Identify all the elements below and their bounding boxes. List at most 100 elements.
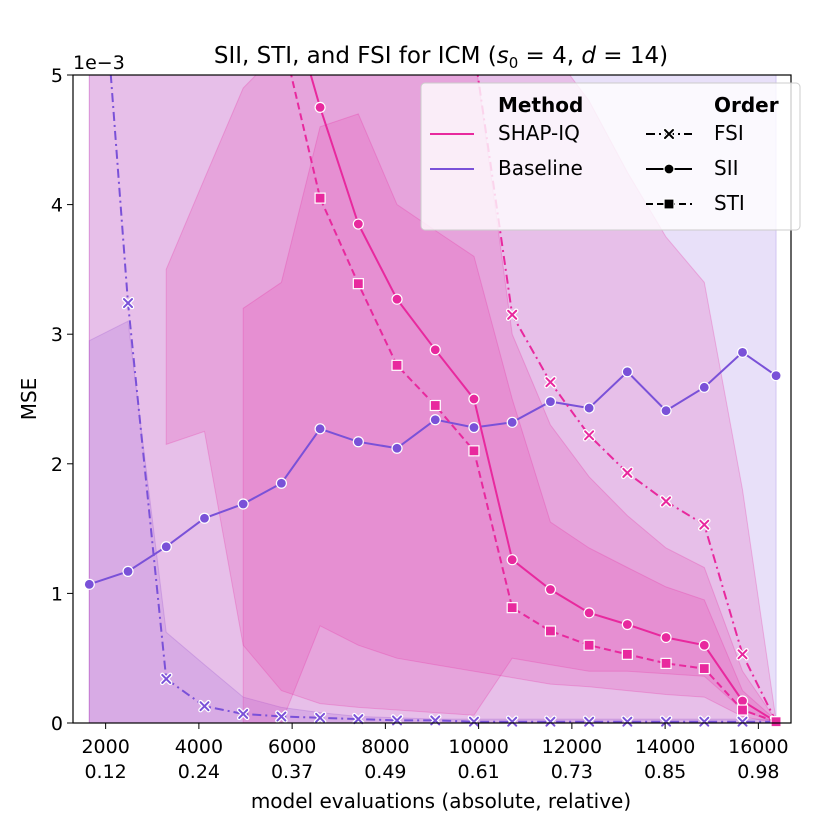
point-fsi-16	[699, 716, 710, 727]
point-fsi-5	[661, 496, 672, 507]
point-sii-7	[352, 436, 364, 448]
point-sii-4	[429, 344, 441, 356]
point-sti-5	[468, 445, 480, 457]
point-fsi-1	[123, 298, 134, 309]
point-fsi-12	[545, 716, 556, 727]
point-sii-11	[506, 416, 518, 428]
band-0	[88, 320, 777, 723]
x-tick-rel-label-2: 0.37	[271, 761, 313, 783]
y-tick-label-2: 2	[51, 454, 63, 476]
point-sii-3	[198, 512, 211, 524]
point-sti-4	[429, 399, 441, 412]
x-tick-label-0: 2000	[81, 736, 129, 758]
point-fsi-3	[584, 430, 595, 441]
y-tick-label-5: 5	[51, 65, 63, 87]
point-sti-10	[660, 657, 672, 669]
legend-order-header: Order	[714, 93, 779, 117]
point-sti-1	[314, 192, 326, 204]
point-sii-5	[275, 477, 288, 489]
band-2	[88, 75, 777, 723]
series-markers	[83, 101, 783, 728]
point-sii-2	[352, 218, 364, 230]
point-sii-15	[660, 405, 672, 417]
x-tick-label-4: 10000	[448, 736, 508, 758]
point-fsi-17	[737, 716, 748, 727]
point-sii-17	[736, 346, 749, 358]
x-tick-rel-label-3: 0.49	[364, 761, 406, 783]
y-tick-label-4: 4	[51, 195, 63, 217]
point-sti-11	[698, 662, 710, 675]
point-sti-8	[583, 639, 595, 651]
point-sii-6	[506, 554, 518, 566]
point-sii-2	[160, 541, 172, 553]
point-sii-6	[314, 423, 326, 435]
legend-order-marker-1	[663, 163, 675, 175]
legend-order-label-1: SII	[714, 156, 739, 180]
x-tick-rel-label-7: 0.98	[737, 761, 779, 783]
legend-box	[420, 82, 801, 231]
x-tick-rel-label-6: 0.85	[644, 761, 686, 783]
point-sii-1	[122, 565, 134, 577]
point-fsi-13	[584, 716, 595, 727]
point-sii-0	[83, 578, 95, 590]
point-sii-14	[621, 366, 633, 378]
x-tick-label-5: 12000	[542, 736, 602, 758]
band-1	[88, 75, 777, 723]
point-sti-6	[506, 602, 518, 614]
point-sii-18	[770, 370, 782, 382]
point-sii-1	[314, 101, 326, 114]
point-sii-3	[391, 293, 403, 305]
legend-method-header: Method	[498, 93, 583, 117]
chart-title: SII, STI, and FSI for ICM (s0 = 4, d = 1…	[214, 43, 668, 72]
y-tick-label-0: 0	[51, 713, 63, 735]
line-shapiq-fsi	[476, 75, 777, 723]
point-sii-10	[660, 631, 672, 644]
point-sii-8	[583, 607, 595, 619]
x-tick-rel-label-4: 0.61	[457, 761, 499, 783]
point-fsi-10	[468, 716, 479, 727]
line-shapiq-sii	[309, 75, 777, 723]
point-sti-2	[352, 278, 364, 290]
point-sti-9	[621, 648, 633, 660]
point-sti-3	[391, 359, 403, 371]
point-sti-7	[544, 625, 557, 637]
x-ticks: 2000 0.12 4000 0.24 6000 0.37 8000 0.49 10000 0.6…	[81, 723, 789, 783]
point-fsi-2	[545, 377, 556, 388]
point-fsi-7	[737, 649, 748, 660]
legend-method-label-0: SHAP-IQ	[498, 121, 580, 145]
point-sii-4	[237, 498, 249, 510]
legend-order-label-2: STI	[714, 191, 745, 215]
x-tick-label-3: 8000	[361, 736, 409, 758]
point-fsi-1	[507, 309, 518, 320]
x-tick-label-1: 4000	[175, 736, 223, 758]
point-sii-9	[429, 414, 441, 426]
y-tick-label-1: 1	[51, 583, 63, 605]
x-tick-rel-label-1: 0.24	[178, 761, 220, 783]
legend-order-marker-0	[664, 129, 674, 139]
point-fsi-4	[622, 467, 633, 478]
point-sii-10	[468, 421, 480, 434]
point-fsi-4	[238, 708, 249, 719]
point-fsi-14	[622, 716, 633, 727]
legend: Method Order SHAP-IQ Baseline FSI SII STI	[420, 82, 801, 231]
point-sii-11	[698, 639, 710, 651]
point-sii-7	[544, 583, 557, 596]
legend-order-marker-2	[663, 198, 675, 210]
x-tick-label-7: 16000	[728, 736, 788, 758]
point-fsi-7	[353, 714, 364, 725]
point-fsi-3	[199, 701, 210, 712]
point-fsi-15	[661, 716, 672, 727]
point-sii-8	[391, 442, 403, 454]
x-tick-rel-label-5: 0.73	[551, 761, 593, 783]
point-sii-9	[621, 618, 633, 631]
point-sii-12	[544, 395, 557, 408]
x-tick-label-6: 14000	[635, 736, 695, 758]
point-fsi-11	[507, 716, 518, 727]
plot-frame	[72, 74, 792, 724]
x-tick-rel-label-0: 0.12	[84, 761, 126, 783]
x-tick-label-2: 6000	[268, 736, 316, 758]
point-sii-13	[583, 402, 595, 414]
point-sii-5	[468, 393, 480, 405]
point-sti-12	[736, 704, 749, 716]
